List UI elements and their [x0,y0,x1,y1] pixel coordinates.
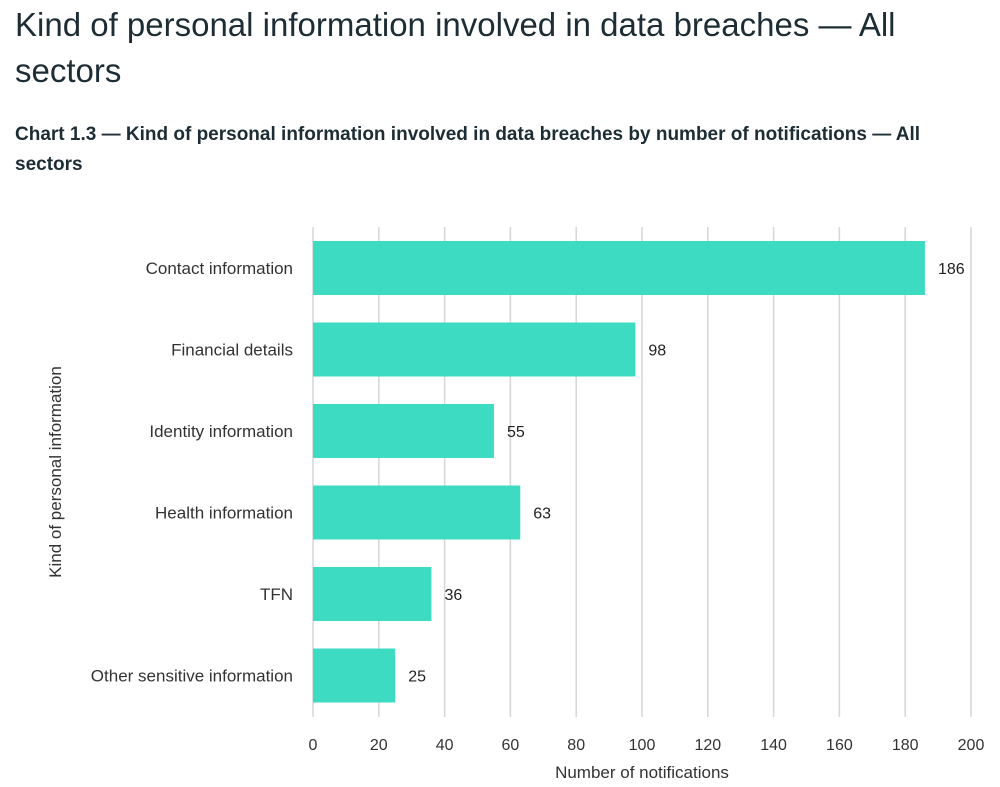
data-label: 55 [507,424,525,441]
page-title: Kind of personal information involved in… [15,6,896,89]
gridlines [312,227,972,717]
bar [313,567,432,621]
x-axis-title: Number of notifications [555,763,729,782]
x-tick-label: 80 [567,737,585,754]
bar [313,485,521,540]
category-label: Identity information [149,422,293,441]
x-tick-label: 200 [958,737,985,754]
category-label: Health information [155,504,293,523]
x-tick-label: 60 [502,737,520,754]
bars [313,241,925,703]
x-tick-label: 180 [892,737,919,754]
data-label: 63 [533,506,551,523]
chart-heading: Chart 1.3 — Kind of personal information… [15,124,921,175]
bar [313,241,925,295]
x-tick-label: 140 [760,737,787,754]
data-label: 98 [648,343,666,360]
bar [313,648,396,703]
category-label: Financial details [171,341,293,360]
y-axis-title: Kind of personal information [46,366,65,578]
bar [313,322,636,377]
data-label: 186 [938,261,965,278]
data-label: 25 [408,669,426,686]
x-tick-label: 120 [694,737,721,754]
x-tick-label: 20 [370,737,388,754]
category-label: Other sensitive information [91,667,293,686]
bar [313,404,494,458]
data-label: 36 [444,587,462,604]
x-tick-label: 40 [436,737,454,754]
x-tick-label: 160 [826,737,853,754]
category-label: TFN [260,585,293,604]
x-tick-label: 100 [629,737,656,754]
x-tick-label: 0 [309,737,318,754]
category-label: Contact information [146,259,293,278]
labels: 0 20 40 60 80 100 120 140 160 180 200 Contact infor… [91,259,985,754]
